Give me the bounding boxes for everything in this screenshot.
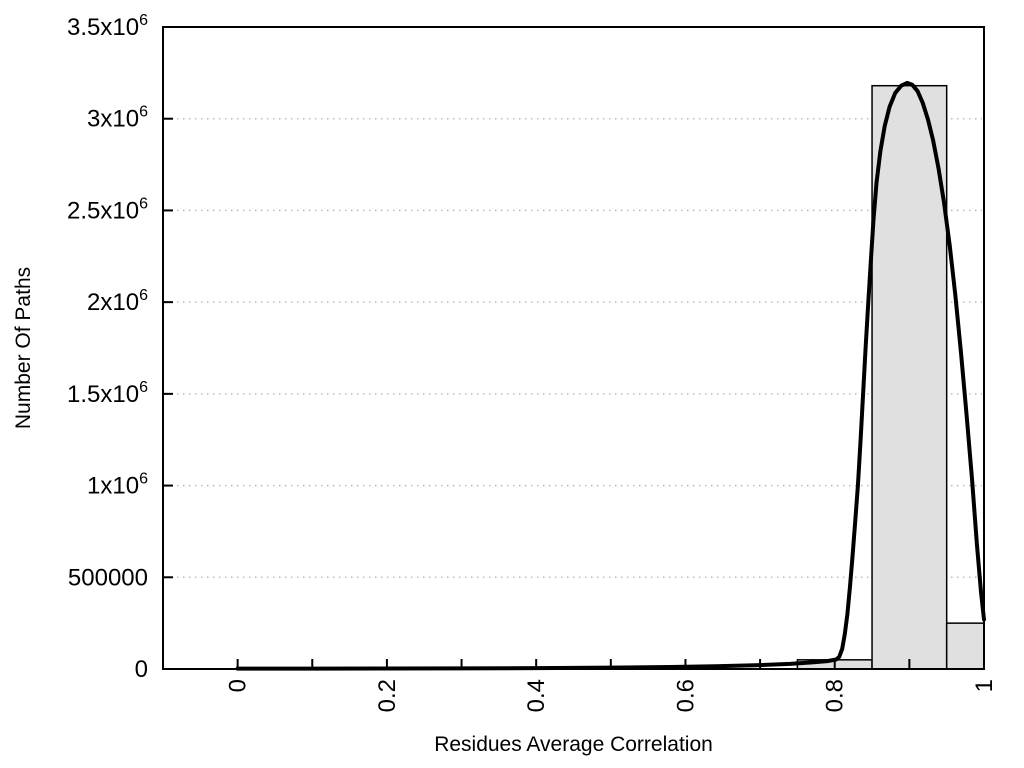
y-tick-label: 500000 (68, 564, 148, 591)
x-tick-label: 0.2 (374, 679, 401, 712)
y-tick-label: 1x106 (87, 471, 148, 500)
x-axis-title: Residues Average Correlation (434, 733, 713, 756)
y-tick-label: 2x106 (87, 287, 148, 316)
gridlines (165, 117, 982, 579)
y-tick-label: 0 (135, 656, 148, 683)
x-tick-label: 0 (225, 679, 252, 692)
x-axis-ticks (236, 659, 985, 669)
x-tick-label: 0.6 (672, 679, 699, 712)
x-tick-label: 0.4 (523, 679, 550, 712)
y-tick-label: 3.5x106 (67, 12, 148, 41)
y-axis-tick-labels: 0 500000 1x106 1.5x106 2x106 2.5x106 3x106 3.5x… (67, 12, 148, 683)
y-tick-label: 3x106 (87, 104, 148, 133)
y-axis-title: Number Of Paths (12, 267, 35, 429)
histogram-bar (945, 622, 985, 670)
x-tick-label: 1 (971, 679, 998, 692)
y-axis-ticks (163, 26, 173, 670)
y-tick-label: 1.5x106 (67, 379, 148, 408)
y-tick-label: 2.5x106 (67, 195, 148, 224)
plot-border (162, 26, 985, 670)
x-tick-label: 0.8 (822, 679, 849, 712)
x-axis-tick-labels: 0 0.2 0.4 0.6 0.8 1 (225, 679, 998, 712)
histogram-bars (796, 84, 985, 670)
histogram-bar (871, 84, 948, 670)
